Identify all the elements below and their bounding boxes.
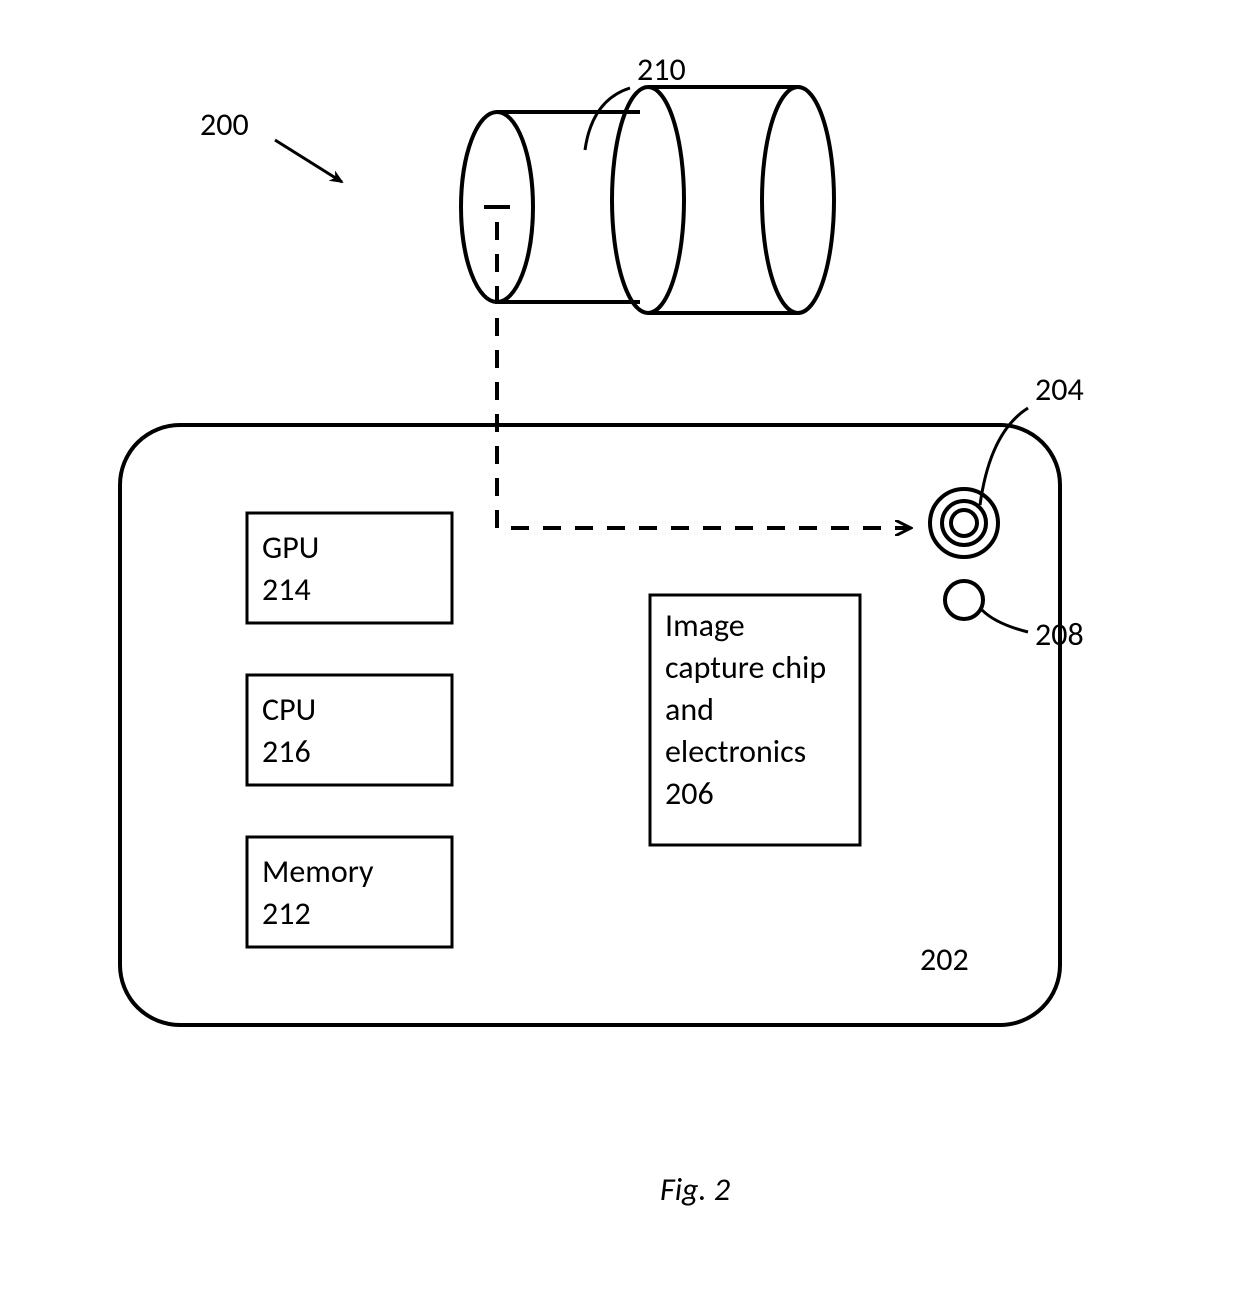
image-chip-line1: Image [665, 606, 745, 645]
gpu-label-line2: 214 [262, 570, 311, 609]
image-chip-line3: and [665, 690, 714, 729]
ref-204-label: 204 [1035, 370, 1084, 409]
patent-figure: 200 210 GPU 214 CPU 216 Memory 212 Image… [0, 0, 1240, 1303]
cpu-label-line2: 216 [262, 732, 311, 771]
image-chip-line5: 206 [665, 774, 714, 813]
image-chip-line2: capture chip [665, 648, 826, 687]
ref-200-arrow [275, 140, 342, 182]
figure-caption: Fig. 2 [660, 1170, 730, 1209]
ref-200-label: 200 [200, 105, 249, 144]
ref-210-label: 210 [637, 50, 686, 89]
device-body [120, 425, 1060, 1025]
cpu-label-line1: CPU [262, 690, 316, 729]
ref-208-label: 208 [1035, 615, 1084, 654]
cylinder-back [612, 87, 834, 313]
memory-label-line1: Memory [262, 852, 374, 891]
ref-202-label: 202 [920, 940, 969, 979]
image-chip-line4: electronics [665, 732, 806, 771]
gpu-label-line1: GPU [262, 528, 319, 567]
memory-label-line2: 212 [262, 894, 311, 933]
